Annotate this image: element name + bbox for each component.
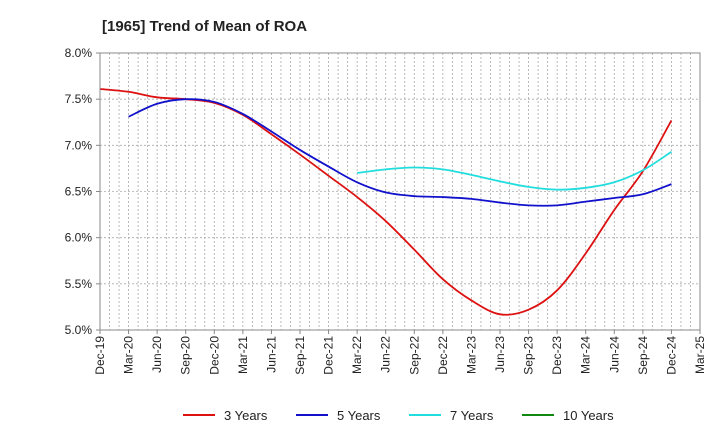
x-tick-label: Dec-23 [550,336,564,375]
x-tick-label: Jun-21 [264,336,278,373]
x-tick-label: Sep-21 [293,336,307,375]
x-tick-label: Mar-24 [579,336,593,374]
y-tick-label: 6.5% [65,185,93,199]
x-tick-label: Dec-24 [664,336,678,375]
x-tick-label: Sep-24 [636,336,650,375]
y-tick-label: 8.0% [65,46,93,60]
legend-label-3-years: 3 Years [224,408,268,423]
x-tick-label: Jun-22 [379,336,393,373]
x-tick-label: Sep-23 [522,336,536,375]
series-line-5-years [128,98,672,207]
x-tick-label: Mar-22 [350,336,364,374]
grid-lines [100,53,700,330]
legend: 3 Years 5 Years 7 Years 10 Years [183,408,614,423]
x-tick-label: Dec-22 [436,336,450,375]
x-tick-label: Dec-19 [93,336,107,375]
y-tick-label: 7.0% [65,138,93,152]
y-tick-label: 5.5% [65,277,93,291]
x-tick-label: Mar-21 [236,336,250,374]
x-tick-label: Mar-20 [122,336,136,374]
chart-title: [1965] Trend of Mean of ROA [102,18,307,35]
x-tick-label: Sep-22 [407,336,421,375]
y-tick-label: 6.0% [65,231,93,245]
x-tick-label: Mar-25 [693,336,707,374]
x-tick-label: Dec-20 [207,336,221,375]
plot-border [99,52,701,331]
legend-label-10-years: 10 Years [563,408,614,423]
series-line-7-years [357,151,672,191]
x-tick-label: Dec-21 [322,336,336,375]
legend-label-7-years: 7 Years [450,408,494,423]
x-tick-label: Jun-23 [493,336,507,373]
x-tick-label: Mar-23 [464,336,478,374]
x-tick-label: Jun-24 [607,336,621,373]
x-tick-label: Sep-20 [179,336,193,375]
x-tick-label: Jun-20 [150,336,164,373]
y-tick-label: 5.0% [65,323,93,337]
legend-label-5-years: 5 Years [337,408,381,423]
y-tick-label: 7.5% [65,92,93,106]
axes: 5.0% 5.5% 6.0% 6.5% 7.0% 7.5% 8.0% Dec-19 Mar-20… [65,46,707,375]
series-lines [99,88,673,316]
